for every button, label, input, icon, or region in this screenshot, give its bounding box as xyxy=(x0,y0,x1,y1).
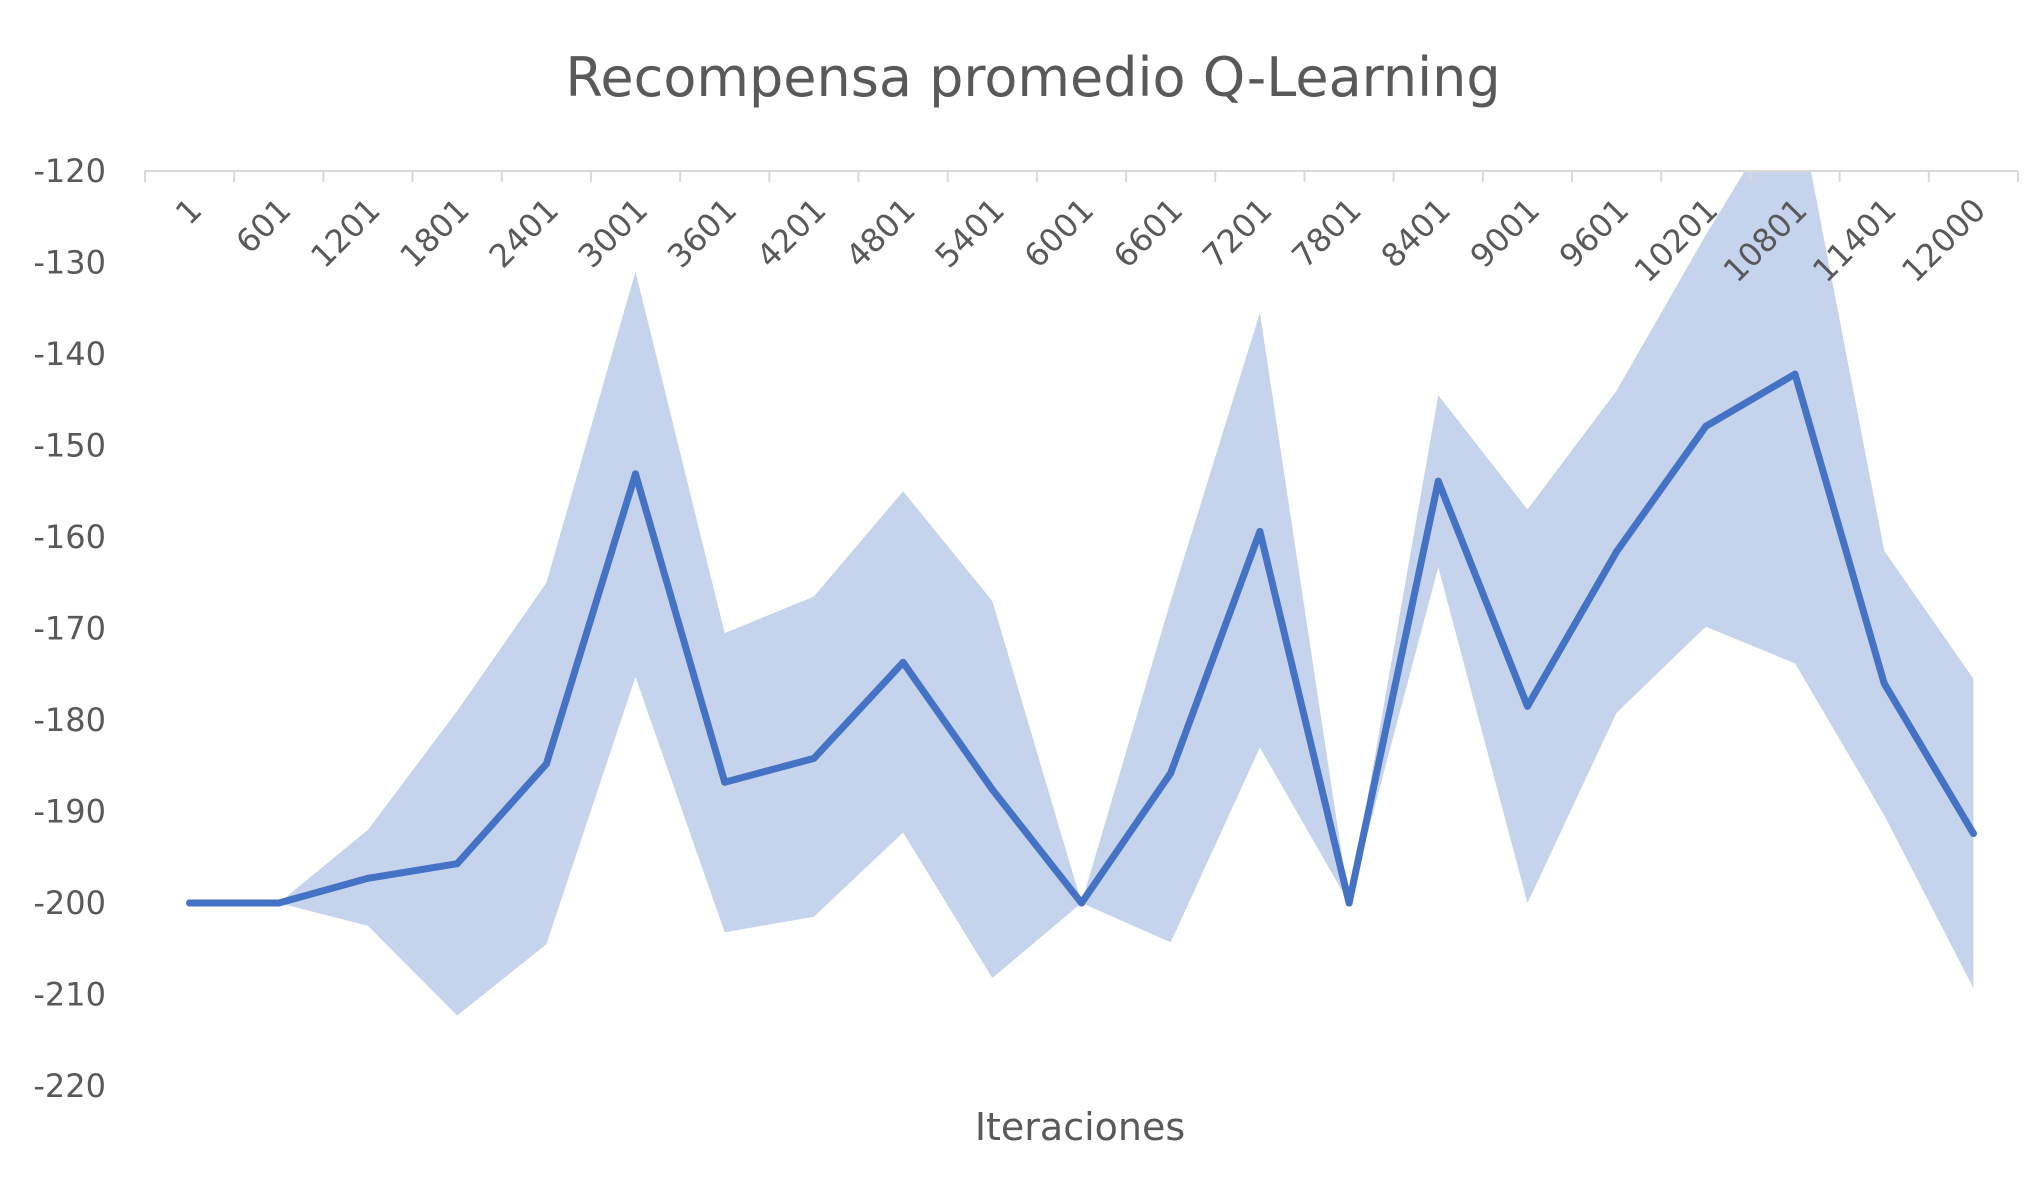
x-tick-label: 1201 xyxy=(303,191,387,275)
x-tick-label: 7801 xyxy=(1284,191,1368,275)
mean-data-point xyxy=(453,860,461,868)
mean-data-point xyxy=(632,470,639,478)
confidence-band xyxy=(189,171,1974,1016)
axis-layer xyxy=(144,170,2019,182)
mean-data-point xyxy=(1345,899,1353,907)
mean-data-point xyxy=(1969,830,1977,837)
mean-data-point xyxy=(186,899,194,907)
x-tick-label: 6001 xyxy=(1017,191,1101,275)
mean-data-point xyxy=(1702,422,1710,430)
y-tick-label: -220 xyxy=(33,1067,106,1105)
mean-data-point xyxy=(988,786,996,793)
mean-data-point xyxy=(1256,528,1264,535)
y-tick-labels: -120 -130 -140 -150 -160 -170 -180 -190 -200 -210… xyxy=(33,152,106,1105)
chart-title: Recompensa promedio Q-Learning xyxy=(565,46,1500,109)
mean-data-point xyxy=(1613,548,1621,556)
mean-data-point xyxy=(542,760,550,768)
x-tick-label: 9601 xyxy=(1552,191,1636,275)
mean-data-point xyxy=(899,658,907,666)
y-tick-label: -210 xyxy=(33,976,106,1014)
y-tick-label: -190 xyxy=(33,793,106,831)
x-tick-label: 1801 xyxy=(392,191,476,275)
mean-data-point xyxy=(364,874,372,882)
mean-data-point xyxy=(810,754,818,762)
band-layer xyxy=(189,171,1974,1016)
x-tick-label: 8401 xyxy=(1374,191,1458,275)
x-tick-label: 4201 xyxy=(749,191,833,275)
x-tick-label: 3001 xyxy=(571,191,655,275)
x-tick-label: 9001 xyxy=(1463,191,1547,275)
y-tick-label: -140 xyxy=(33,335,106,373)
x-tick-label: 2401 xyxy=(482,191,566,275)
x-tick-label: 4801 xyxy=(838,191,922,275)
x-tick-label: 3601 xyxy=(660,191,744,275)
y-tick-label: -200 xyxy=(33,884,106,922)
mean-data-point xyxy=(1524,702,1531,710)
y-tick-label: -160 xyxy=(33,518,106,556)
y-tick-label: -150 xyxy=(33,427,106,465)
x-tick-label: 12000 xyxy=(1894,191,1993,290)
line-layer xyxy=(186,370,1977,907)
x-tick-label: 7201 xyxy=(1195,191,1279,275)
y-tick-label: -130 xyxy=(33,244,106,282)
x-tick-label: 601 xyxy=(228,191,298,261)
mean-data-point xyxy=(1167,769,1175,777)
mean-data-point xyxy=(721,778,729,786)
x-tick-label: 5401 xyxy=(928,191,1012,275)
mean-data-point xyxy=(1078,899,1085,907)
x-tick-label: 6601 xyxy=(1106,191,1190,275)
x-axis-label: Iteraciones xyxy=(975,1105,1185,1149)
mean-data-point xyxy=(1880,679,1888,687)
y-tick-label: -120 xyxy=(33,152,106,190)
y-tick-label: -170 xyxy=(33,610,106,648)
mean-data-point xyxy=(1791,370,1799,378)
mean-data-point xyxy=(275,899,283,907)
mean-data-point xyxy=(1434,477,1442,485)
y-tick-label: -180 xyxy=(33,701,106,739)
x-tick-label: 1 xyxy=(168,191,209,232)
